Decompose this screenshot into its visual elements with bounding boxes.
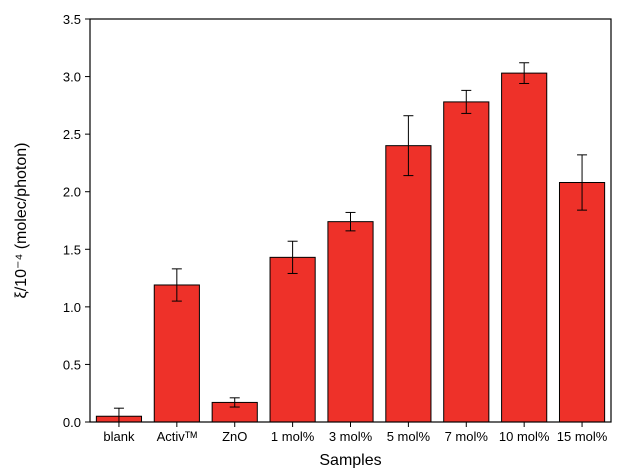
y-axis: 0.0 0.5 1.0 1.5 2.0 2.5 3.0 3.5	[63, 12, 90, 430]
error-bar	[461, 89, 472, 114]
x-tick-label: Activᵀᴹ	[157, 429, 198, 444]
y-axis-title: ξ/10⁻⁴ (molec/photon)	[13, 143, 30, 299]
x-tick-label: 10 mol%	[499, 429, 550, 444]
y-tick-label: 0.0	[63, 415, 81, 430]
error-bar	[171, 268, 182, 302]
bar	[443, 101, 490, 423]
error-bar	[345, 211, 356, 232]
error-bar	[519, 62, 530, 84]
x-tick-label: 1 mol%	[271, 429, 315, 444]
x-tick-label: 7 mol%	[445, 429, 489, 444]
x-tick-label: blank	[103, 429, 135, 444]
bars-group	[95, 72, 606, 423]
y-tick-label: 1.5	[63, 242, 81, 257]
error-bars-group	[113, 62, 588, 423]
bar	[269, 256, 316, 423]
bar	[558, 182, 606, 423]
error-bar	[403, 115, 414, 177]
x-tick-label: 5 mol%	[387, 429, 431, 444]
y-tick-label: 3.0	[63, 70, 81, 85]
y-tick-label: 2.5	[63, 127, 81, 142]
x-tick-label: ZnO	[222, 429, 247, 444]
y-tick-label: 1.0	[63, 300, 81, 315]
error-bar	[577, 154, 588, 211]
x-tick-label: 15 mol%	[557, 429, 608, 444]
bar	[327, 221, 374, 423]
bar	[385, 145, 432, 423]
error-bar	[229, 397, 240, 408]
x-axis-title: Samples	[319, 452, 381, 468]
x-axis: blank Activᵀᴹ ZnO 1 mol% 3 mol% 5 mol% 7 mol% 1…	[103, 422, 608, 444]
bar	[153, 284, 200, 423]
y-tick-label: 2.0	[63, 185, 81, 200]
error-bar	[287, 240, 298, 274]
bar	[501, 72, 548, 423]
y-tick-label: 3.5	[63, 12, 81, 27]
x-tick-label: 3 mol%	[329, 429, 373, 444]
y-tick-label: 0.5	[63, 357, 81, 372]
